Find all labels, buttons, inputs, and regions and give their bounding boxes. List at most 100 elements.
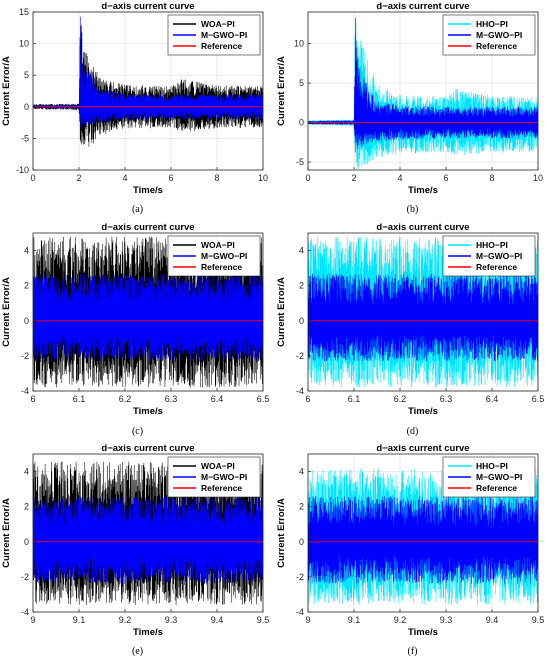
axes-box — [307, 232, 539, 392]
legend-label: WOA−PI — [201, 19, 235, 29]
x-tick-label: 9.3 — [440, 615, 453, 625]
y-tick-label: -5 — [296, 157, 304, 167]
y-axis-label: Current Error/A — [276, 277, 287, 347]
y-tick-label: 2 — [299, 281, 304, 291]
y-tick-label: 0 — [24, 102, 29, 112]
y-tick-label: 10 — [294, 39, 304, 49]
x-tick-label: 10 — [533, 173, 543, 183]
series-group — [33, 236, 263, 388]
chart-title: d−axis current curve — [376, 1, 469, 12]
x-tick-label: 6.1 — [73, 394, 86, 404]
x-tick-label: 6.3 — [165, 394, 178, 404]
chart-a: 0 2 4 6 8 10 -10 -5 0 5 10 15 d−axis current curve Ti… — [1, 1, 268, 196]
series-line — [308, 496, 538, 584]
legend-label: WOA−PI — [201, 240, 235, 250]
legend-label: Reference — [476, 483, 517, 493]
legend-label: HHO−PI — [476, 19, 508, 29]
x-tick-label: 4 — [397, 173, 402, 183]
y-tick-label: -4 — [21, 386, 29, 396]
x-tick-label: 9.2 — [394, 615, 407, 625]
chart-title: d−axis current curve — [101, 443, 194, 454]
y-tick-label: -4 — [296, 607, 304, 617]
y-tick-label: 0 — [24, 537, 29, 547]
x-tick-label: 2 — [351, 173, 356, 183]
y-axis-label: Current Error/A — [276, 56, 287, 126]
legend-label: M−GWO−PI — [201, 472, 247, 482]
x-tick-label: 8 — [489, 173, 494, 183]
x-tick-label: 6.2 — [119, 394, 132, 404]
x-tick-label: 9 — [30, 615, 35, 625]
chart-panel-a: 0 2 4 6 8 10 -10 -5 0 5 10 15 d−axis current curve Ti… — [0, 0, 275, 221]
x-axis-label: Time/s — [133, 185, 163, 196]
legend-label: Reference — [476, 262, 517, 272]
chart-f: 9 9.1 9.2 9.3 9.4 9.5 -4 -2 0 2 4 d−axis current cu… — [276, 443, 544, 638]
x-tick-label: 6.5 — [532, 394, 545, 404]
x-axis-label: Time/s — [408, 406, 438, 417]
legend-label: HHO−PI — [476, 461, 508, 471]
chart-title: d−axis current curve — [101, 222, 194, 233]
caption-c: (c) — [131, 426, 144, 437]
legend-label: Reference — [201, 262, 242, 272]
y-axis-label: Current Error/A — [1, 498, 12, 568]
y-axis-label: Current Error/A — [1, 56, 12, 126]
chart-c: 6 6.1 6.2 6.3 6.4 6.5 -4 -2 0 2 4 d−axis current cu… — [1, 222, 270, 417]
x-tick-label: 0 — [305, 173, 310, 183]
x-tick-label: 9 — [305, 615, 310, 625]
x-tick-label: 9.4 — [211, 615, 224, 625]
x-tick-label: 8 — [214, 173, 219, 183]
caption-a: (a) — [131, 204, 144, 215]
x-axis-label: Time/s — [133, 627, 163, 638]
axes-box — [307, 11, 539, 171]
y-tick-label: 2 — [24, 281, 29, 291]
x-tick-label: 6.2 — [394, 394, 407, 404]
y-tick-label: -2 — [296, 351, 304, 361]
x-tick-label: 6.5 — [257, 394, 270, 404]
y-tick-label: 2 — [299, 502, 304, 512]
x-tick-label: 6 — [305, 394, 310, 404]
x-tick-label: 9.1 — [73, 615, 86, 625]
x-tick-label: 10 — [258, 173, 268, 183]
x-tick-label: 6.4 — [211, 394, 224, 404]
legend-label: M−GWO−PI — [476, 251, 522, 261]
legend-label: M−GWO−PI — [201, 30, 247, 40]
x-axis-label: Time/s — [408, 185, 438, 196]
chart-d: 6 6.1 6.2 6.3 6.4 6.5 -4 -2 0 2 4 d−axis current cu… — [276, 222, 545, 417]
y-tick-label: 5 — [299, 78, 304, 88]
y-tick-label: 5 — [24, 70, 29, 80]
legend-label: Reference — [476, 41, 517, 51]
chart-title: d−axis current curve — [376, 222, 469, 233]
x-tick-label: 6 — [168, 173, 173, 183]
legend-label: M−GWO−PI — [476, 30, 522, 40]
x-tick-label: 6 — [443, 173, 448, 183]
x-tick-label: 2 — [76, 173, 81, 183]
y-tick-label: 10 — [19, 39, 29, 49]
y-axis-label: Current Error/A — [1, 277, 12, 347]
legend-label: HHO−PI — [476, 240, 508, 250]
x-tick-label: 9.5 — [257, 615, 270, 625]
y-tick-label: 2 — [24, 502, 29, 512]
chart-panel-c: 6 6.1 6.2 6.3 6.4 6.5 -4 -2 0 2 4 d−axis current cu… — [0, 221, 275, 442]
y-tick-label: -10 — [16, 165, 29, 175]
y-tick-label: 0 — [24, 316, 29, 326]
chart-title: d−axis current curve — [101, 1, 194, 12]
caption-f: (f) — [407, 646, 418, 657]
series-line — [308, 273, 538, 362]
axes-box — [307, 453, 539, 613]
axes-box — [32, 11, 264, 171]
x-tick-label: 6.3 — [440, 394, 453, 404]
chart-panel-f: 9 9.1 9.2 9.3 9.4 9.5 -4 -2 0 2 4 d−axis current cu… — [275, 442, 550, 663]
x-tick-label: 4 — [122, 173, 127, 183]
y-tick-label: 15 — [19, 7, 29, 17]
series-group — [33, 461, 263, 605]
x-axis-label: Time/s — [133, 406, 163, 417]
x-tick-label: 9.3 — [165, 615, 178, 625]
y-tick-label: -2 — [21, 351, 29, 361]
y-tick-label: 4 — [24, 246, 29, 256]
series-group — [308, 17, 538, 170]
axes-box — [32, 453, 264, 613]
